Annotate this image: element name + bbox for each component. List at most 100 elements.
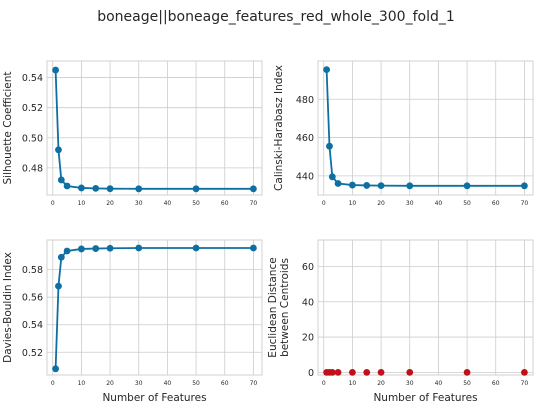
x-tick-label: 30 (135, 380, 143, 387)
x-axis-label: Number of Features (373, 392, 477, 404)
data-point (521, 368, 528, 376)
subplot-centroids: 0 10 20 30 40 50 60 70 0 20 40 60 Euclidean Distance… (267, 239, 534, 404)
data-point (250, 185, 257, 193)
x-tick-label: 0 (51, 380, 55, 387)
y-axis-label-line: Euclidean Distance (267, 257, 279, 357)
x-tick-label: 60 (492, 200, 500, 207)
data-point (192, 185, 200, 193)
x-tick-label: 10 (78, 380, 86, 387)
series-line (54, 69, 254, 190)
x-tick-label: 10 (78, 200, 86, 207)
x-tick-label: 10 (349, 200, 357, 207)
x-tick-label: 20 (377, 380, 385, 387)
x-tick-label: 70 (250, 380, 258, 387)
x-tick-label: 20 (377, 200, 385, 207)
y-axis-label: Euclidean Distancebetween Centroids (267, 257, 291, 357)
data-point (363, 368, 371, 376)
data-point (521, 182, 528, 190)
data-point (57, 176, 65, 184)
data-point (52, 66, 59, 74)
x-tick-label: 60 (221, 200, 229, 207)
axes-frame (317, 239, 534, 376)
x-tick-label: 40 (164, 200, 172, 207)
data-point (406, 368, 414, 376)
y-axis-label: Silhouette Coefficient (2, 71, 14, 184)
y-tick-label: 0.54 (22, 73, 43, 84)
data-point (63, 182, 71, 190)
x-tick-label: 50 (463, 200, 471, 207)
data-point (57, 253, 65, 261)
axes-frame (317, 60, 534, 196)
data-point (463, 182, 471, 190)
x-tick-label: 70 (250, 200, 258, 207)
data-point (463, 368, 471, 376)
y-tick-label: 0 (308, 368, 314, 379)
data-point (55, 146, 62, 154)
x-tick-label: 30 (406, 380, 414, 387)
data-point (334, 180, 342, 187)
data-point (192, 244, 200, 252)
y-axis-label-line: Davies-Bouldin Index (2, 252, 14, 363)
data-point (106, 185, 114, 193)
data-point (334, 368, 342, 376)
data-point (135, 244, 143, 252)
data-point (135, 185, 143, 193)
data-point (349, 368, 356, 376)
data-point (78, 184, 85, 192)
data-point (377, 368, 385, 376)
data-point (78, 245, 85, 253)
y-tick-label: 0.54 (22, 320, 43, 331)
x-tick-label: 50 (192, 380, 200, 387)
data-point (363, 182, 371, 189)
y-axis-label-line: Silhouette Coefficient (2, 71, 14, 184)
y-tick-label: 0.58 (22, 265, 43, 276)
x-tick-label: 20 (106, 380, 114, 387)
x-tick-label: 50 (192, 200, 200, 207)
axes-frame (46, 239, 263, 376)
y-tick-label: 480 (296, 95, 314, 106)
data-point (92, 184, 100, 192)
x-tick-label: 60 (492, 380, 500, 387)
x-tick-label: 70 (521, 380, 529, 387)
plot-area (318, 240, 533, 375)
x-tick-label: 30 (135, 200, 143, 207)
plot-area (47, 240, 262, 375)
x-tick-label: 70 (521, 200, 529, 207)
data-point (328, 173, 336, 181)
x-tick-label: 30 (406, 200, 414, 207)
y-tick-label: 440 (296, 171, 314, 182)
x-tick-label: 20 (106, 200, 114, 207)
data-point (349, 181, 356, 189)
data-point (106, 244, 114, 252)
y-axis-label-line: between Centroids (279, 258, 291, 357)
data-point (406, 182, 414, 190)
x-tick-label: 0 (322, 380, 326, 387)
y-tick-label: 0.52 (22, 348, 43, 359)
y-axis-label-line: Calinski-Harabasz Index (273, 65, 285, 191)
x-tick-label: 60 (221, 380, 229, 387)
x-tick-label: 10 (349, 380, 357, 387)
data-point (250, 244, 257, 252)
x-tick-label: 40 (435, 200, 443, 207)
y-tick-label: 0.48 (22, 163, 43, 174)
figure-title: boneage||boneage_features_red_whole_300_… (97, 9, 455, 25)
subplot-davies: 0 10 20 30 40 50 60 70 0.52 0.54 0.56 0.58 Davies-Bo… (2, 239, 263, 404)
x-axis-label: Number of Features (102, 392, 206, 404)
data-point (92, 245, 100, 252)
subplot-grid: 0 10 20 30 40 50 60 70 0.48 0.50 0.52 0.54 Silhouett… (2, 60, 534, 404)
y-tick-label: 0.56 (22, 293, 43, 304)
data-point (63, 247, 71, 255)
y-axis-label: Davies-Bouldin Index (2, 252, 14, 363)
x-tick-label: 0 (51, 200, 55, 207)
data-point (55, 282, 62, 290)
axes-frame (46, 60, 263, 196)
plot-area (318, 61, 533, 195)
y-tick-label: 0.50 (22, 133, 43, 144)
x-tick-label: 40 (164, 380, 172, 387)
y-tick-label: 460 (296, 133, 314, 144)
y-tick-label: 0.52 (22, 103, 43, 114)
plot-area (47, 61, 262, 195)
x-tick-label: 40 (435, 380, 443, 387)
y-tick-label: 20 (302, 333, 314, 344)
